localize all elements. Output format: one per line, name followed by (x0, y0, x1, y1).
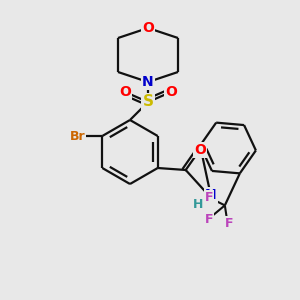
Text: O: O (119, 85, 131, 99)
Text: O: O (142, 21, 154, 35)
Text: F: F (205, 191, 213, 204)
Text: H: H (193, 197, 203, 211)
Text: O: O (165, 85, 177, 99)
Text: Br: Br (70, 130, 85, 142)
Text: F: F (225, 217, 233, 230)
Text: N: N (142, 75, 154, 89)
Text: N: N (205, 188, 217, 202)
Text: O: O (194, 143, 206, 157)
Text: F: F (205, 213, 213, 226)
Text: S: S (142, 94, 154, 110)
